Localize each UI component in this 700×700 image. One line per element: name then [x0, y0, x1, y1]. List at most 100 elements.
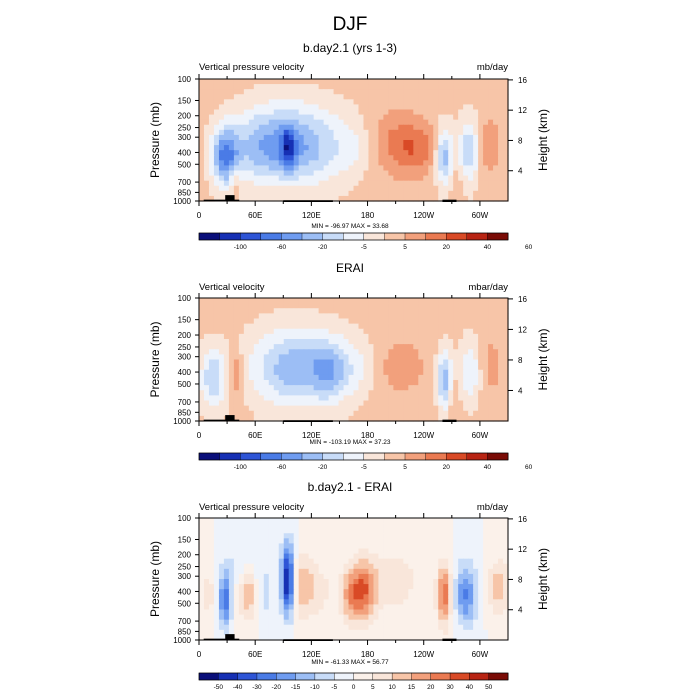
- colorbar-label: 40: [484, 244, 492, 251]
- x-tick-label: 120E: [302, 431, 321, 440]
- topography-block: [225, 195, 235, 202]
- colorbar-swatch: [333, 672, 355, 681]
- topography-block: [225, 415, 235, 422]
- colorbar-label: 10: [389, 684, 397, 691]
- colorbar-swatch: [343, 232, 365, 241]
- y-right-tick-label: 8: [518, 136, 523, 145]
- colorbar-label: 60: [525, 244, 533, 251]
- y-tick-label: 700: [178, 398, 192, 407]
- colorbar-label: -50: [214, 684, 224, 691]
- colorbar-swatch: [198, 452, 221, 461]
- colorbar: -100 -60 -20 -5 5 20 40 60: [198, 452, 533, 471]
- x-tick-label: 120E: [302, 650, 321, 659]
- panels: b.day2.1 (yrs 1-3) Vertical pressure velo…: [148, 41, 550, 691]
- y-tick-label: 250: [178, 343, 192, 352]
- colorbar-swatch: [446, 232, 468, 241]
- y-tick-label: 200: [178, 112, 192, 121]
- colorbar-swatch: [322, 232, 344, 241]
- y-tick-label: 400: [178, 587, 192, 596]
- colorbar-swatch: [301, 452, 324, 461]
- contour-field: [199, 298, 509, 422]
- colorbar-swatch: [466, 452, 488, 461]
- colorbar-label: 50: [485, 684, 493, 691]
- colorbar-label: -5: [331, 684, 337, 691]
- panel: ERAI Vertical velocity mbar/day 0 60E 120E 180…: [148, 261, 550, 471]
- colorbar-label: 15: [408, 684, 416, 691]
- colorbar-swatch: [260, 452, 282, 461]
- panel-title: ERAI: [336, 261, 364, 275]
- colorbar-swatch: [469, 672, 490, 681]
- colorbar-label: -30: [252, 684, 262, 691]
- x-tick-label: 120W: [413, 211, 434, 220]
- y-tick-label: 250: [178, 124, 192, 133]
- x-tick-label: 0: [197, 431, 202, 440]
- colorbar-label: -100: [234, 464, 247, 471]
- y-tick-label: 100: [178, 75, 192, 84]
- y-tick-label: 400: [178, 148, 192, 157]
- min-max-stats: MIN = -103.19 MAX = 37.23: [310, 439, 391, 446]
- colorbar-swatch: [446, 452, 468, 461]
- panel-title: b.day2.1 (yrs 1-3): [303, 41, 397, 55]
- y-axis-label: Pressure (mb): [148, 541, 162, 617]
- y-tick-label: 100: [178, 514, 192, 523]
- colorbar-swatch: [363, 452, 385, 461]
- colorbar-swatch: [198, 232, 221, 241]
- colorbar-swatch: [384, 452, 406, 461]
- y-tick-label: 850: [178, 188, 192, 197]
- colorbar-swatch: [404, 452, 427, 461]
- topography-block: [225, 634, 235, 641]
- y-tick-label: 100: [178, 294, 192, 303]
- colorbar-swatch: [237, 672, 258, 681]
- figure-title: DJF: [333, 14, 368, 35]
- colorbar-label: -10: [310, 684, 320, 691]
- min-max-stats: MIN = -61.33 MAX = 56.77: [311, 659, 389, 666]
- colorbar-label: -15: [291, 684, 301, 691]
- colorbar-label: -40: [233, 684, 243, 691]
- colorbar-label: 20: [427, 684, 435, 691]
- colorbar-swatch: [198, 672, 219, 681]
- colorbar-swatch: [276, 672, 297, 681]
- y-right-tick-label: 12: [518, 545, 527, 554]
- y-axis-label: Pressure (mb): [148, 102, 162, 178]
- colorbar-swatch: [295, 672, 316, 681]
- contour-field: [199, 79, 509, 202]
- y-right-tick-label: 4: [518, 167, 523, 176]
- min-max-stats: MIN = -96.97 MAX = 33.68: [311, 223, 389, 230]
- x-tick-label: 120E: [302, 211, 321, 220]
- y-right-tick-label: 12: [518, 106, 527, 115]
- y-right-tick-label: 8: [518, 356, 523, 365]
- colorbar-label: -60: [277, 464, 287, 471]
- y-tick-label: 700: [178, 617, 192, 626]
- y-right-tick-label: 16: [518, 76, 527, 85]
- y-tick-label: 300: [178, 572, 192, 581]
- x-tick-label: 120W: [413, 431, 434, 440]
- y-tick-label: 200: [178, 551, 192, 560]
- y-tick-label: 200: [178, 331, 192, 340]
- colorbar-label: 60: [525, 464, 533, 471]
- colorbar-label: -20: [272, 684, 282, 691]
- x-tick-label: 60W: [472, 211, 489, 220]
- y-tick-label: 150: [178, 96, 192, 105]
- colorbar-swatch: [219, 232, 241, 241]
- y-tick-label: 1000: [173, 636, 191, 645]
- variable-label: Vertical velocity: [199, 282, 265, 293]
- y-right-tick-label: 12: [518, 325, 527, 334]
- colorbar-label: 40: [484, 464, 492, 471]
- colorbar-swatch: [343, 452, 365, 461]
- contour-field: [199, 518, 509, 641]
- y-tick-label: 700: [178, 178, 192, 187]
- colorbar-swatch: [239, 232, 262, 241]
- colorbar-swatch: [384, 232, 406, 241]
- colorbar-frame: [198, 232, 509, 241]
- colorbar-swatch: [487, 232, 509, 241]
- colorbar-swatch: [363, 232, 385, 241]
- colorbar-label: -5: [361, 464, 367, 471]
- colorbar-swatch: [256, 672, 277, 681]
- panel: b.day2.1 - ERAI Vertical pressure velocit…: [148, 480, 550, 691]
- x-tick-label: 180: [361, 211, 375, 220]
- y-right-tick-label: 4: [518, 606, 523, 615]
- colorbar-swatch: [260, 232, 282, 241]
- x-tick-label: 60W: [472, 650, 489, 659]
- colorbar-swatch: [411, 672, 432, 681]
